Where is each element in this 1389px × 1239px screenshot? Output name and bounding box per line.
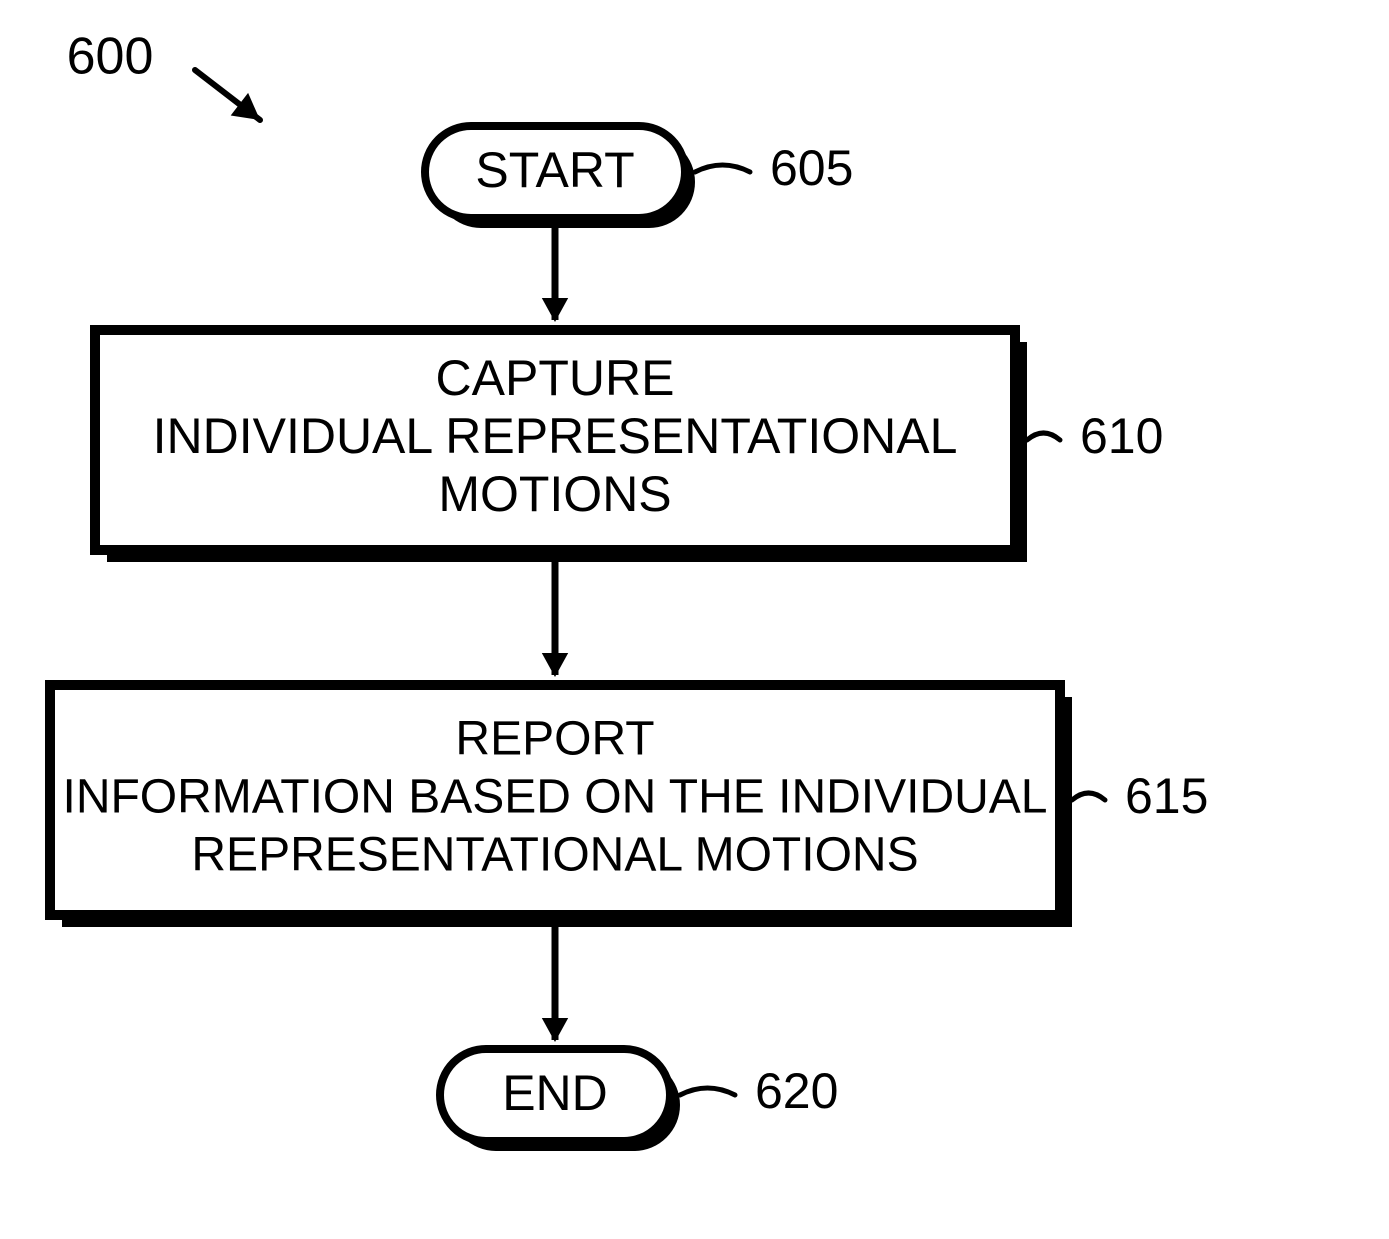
node-end-ref-tick: [680, 1088, 735, 1095]
node-report-ref-tick: [1072, 793, 1105, 800]
node-start-label: START: [475, 142, 634, 198]
node-start-ref-tick: [695, 165, 750, 172]
node-report-line-2: REPRESENTATIONAL MOTIONS: [191, 829, 918, 882]
node-capture-line-0: CAPTURE: [436, 350, 675, 406]
node-report-line-1: INFORMATION BASED ON THE INDIVIDUAL: [62, 771, 1047, 824]
node-capture-ref-label: 610: [1080, 408, 1163, 464]
node-end-label: END: [502, 1065, 608, 1121]
node-end-ref-label: 620: [755, 1063, 838, 1119]
node-start-ref-label: 605: [770, 140, 853, 196]
flowchart-canvas: 600 START 605 CAPTUREINDIVIDUAL REPRESENTAT…: [0, 0, 1389, 1239]
node-capture-line-1: INDIVIDUAL REPRESENTATIONAL: [153, 408, 958, 464]
node-start: START 605: [425, 126, 853, 228]
node-capture-ref-tick: [1027, 433, 1060, 440]
node-report-line-0: REPORT: [455, 713, 654, 766]
node-report-ref-label: 615: [1125, 768, 1208, 824]
diagram-ref-label: 600: [67, 28, 154, 86]
node-report: REPORTINFORMATION BASED ON THE INDIVIDUA…: [50, 685, 1208, 927]
node-capture-line-2: MOTIONS: [438, 466, 671, 522]
node-end: END 620: [440, 1049, 838, 1151]
node-capture: CAPTUREINDIVIDUAL REPRESENTATIONALMOTION…: [95, 330, 1163, 562]
